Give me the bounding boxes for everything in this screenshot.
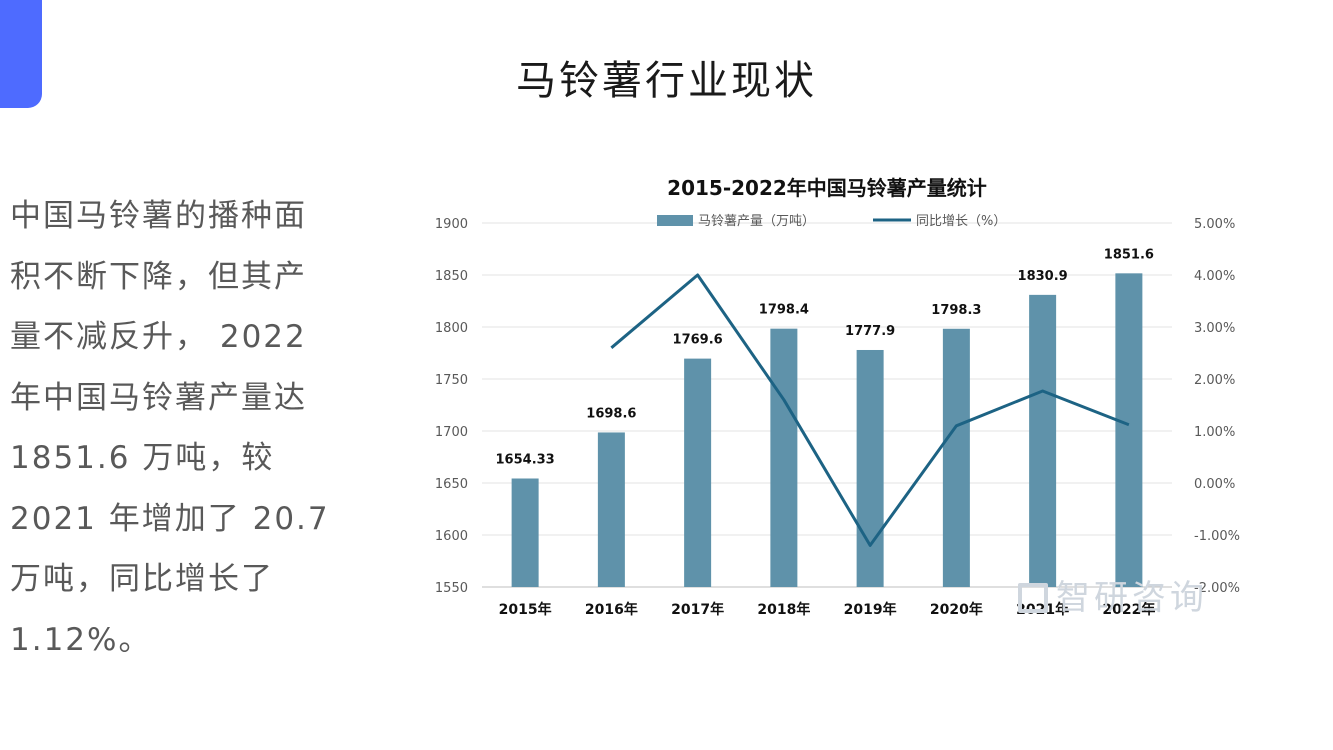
y-tick-label-left: 1800: [435, 321, 468, 336]
bar: [597, 432, 625, 587]
x-tick-label: 2017年: [671, 601, 724, 618]
bar-data-label: 1851.6: [1104, 247, 1154, 262]
slide-title: 马铃薯行业现状: [516, 58, 817, 104]
legend-swatch-production: [657, 215, 693, 226]
bar: [942, 328, 970, 587]
watermark-text: 智研咨询: [1056, 578, 1208, 618]
body-line: 量不减反升， 2022: [10, 319, 307, 355]
bar-data-label: 1654.33: [496, 452, 555, 467]
x-tick-label: 2016年: [585, 601, 638, 618]
x-tick-label: 2015年: [499, 601, 552, 618]
bar: [511, 478, 539, 587]
body-line: 万吨，同比增长了: [10, 561, 274, 597]
x-tick-label: 2019年: [844, 601, 897, 618]
y-tick-label-right: -1.00%: [1194, 529, 1240, 544]
y-tick-label-right: 0.00%: [1194, 477, 1235, 492]
bar-data-label: 1830.9: [1018, 269, 1068, 284]
bar: [856, 349, 884, 587]
y-tick-label-left: 1650: [435, 477, 468, 492]
y-tick-label-left: 1900: [435, 217, 468, 232]
body-line: 1851.6 万吨，较: [10, 440, 275, 476]
watermark: 智研咨询: [1018, 570, 1208, 619]
body-text: 中国马铃薯的播种面 积不断下降，但其产 量不减反升， 2022 年中国马铃薯产量…: [10, 186, 350, 670]
y-tick-label-right: 1.00%: [1194, 425, 1235, 440]
chart-title: 2015-2022年中国马铃薯产量统计: [667, 176, 987, 200]
bar-data-label: 1698.6: [586, 406, 636, 421]
y-tick-label-left: 1850: [435, 269, 468, 284]
y-tick-label-left: 1550: [435, 581, 468, 596]
chart-svg: 2015-2022年中国马铃薯产量统计 1550 1600 1650 1700 1750 1…: [435, 176, 1240, 618]
body-line: 年中国马铃薯产量达: [10, 379, 307, 416]
x-tick-label: 2020年: [930, 601, 983, 618]
y-tick-label-right: 2.00%: [1194, 373, 1235, 388]
growth-line: [610, 273, 1130, 547]
bar-data-label: 1798.3: [931, 303, 981, 318]
bar-data-label: 1777.9: [845, 324, 895, 339]
production-chart: 2015-2022年中国马铃薯产量统计 1550 1600 1650 1700 1750 1…: [420, 160, 1240, 630]
body-line: 2021 年增加了 20.7: [10, 500, 330, 537]
legend-label-production: 马铃薯产量（万吨）: [698, 214, 815, 229]
watermark-logo-icon: [1018, 583, 1048, 613]
corner-accent: [0, 0, 42, 108]
body-line: 1.12%。: [10, 621, 152, 658]
y-tick-label-left: 1600: [435, 529, 468, 544]
body-line: 积不断下降，但其产: [10, 258, 307, 295]
body-line: 中国马铃薯的播种面: [10, 198, 307, 234]
bar: [770, 328, 798, 587]
x-tick-label: 2022年: [1102, 601, 1155, 618]
y-tick-label-right: 5.00%: [1194, 217, 1235, 232]
bar: [1115, 273, 1143, 587]
y-tick-label-right: -2.00%: [1194, 581, 1240, 596]
bar-data-label: 1769.6: [673, 333, 723, 348]
bar-data-label: 1798.4: [759, 303, 809, 318]
y-tick-label-left: 1700: [435, 425, 468, 440]
y-tick-label-right: 3.00%: [1194, 321, 1235, 336]
legend-label-growth: 同比增长（%）: [916, 214, 1006, 229]
bar: [1029, 294, 1057, 587]
bar: [684, 358, 712, 587]
y-tick-label-right: 4.00%: [1194, 269, 1235, 284]
y-tick-label-left: 1750: [435, 373, 468, 388]
x-tick-label: 2018年: [757, 601, 810, 618]
